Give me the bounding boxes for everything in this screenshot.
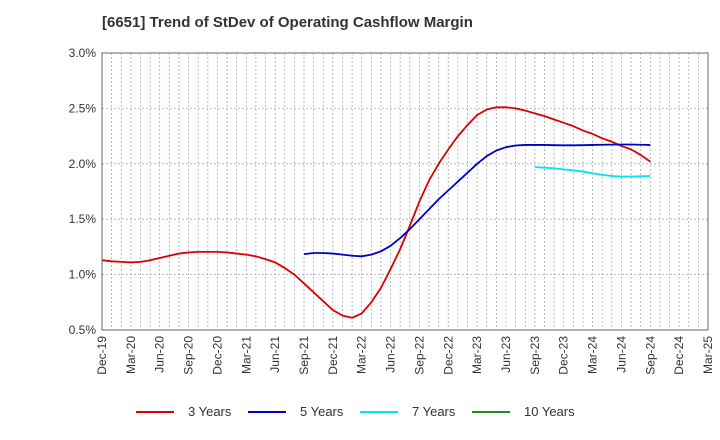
x-tick-label: Dec-20 bbox=[210, 336, 224, 375]
legend-label: 5 Years bbox=[300, 404, 344, 419]
series-line-5-years bbox=[303, 143, 651, 258]
x-tick-label: Sep-22 bbox=[412, 336, 426, 375]
legend: 3 Years 5 Years 7 Years 10 Years bbox=[0, 404, 720, 419]
x-tick-label: Jun-22 bbox=[384, 336, 398, 373]
y-tick-label: 0.5% bbox=[69, 323, 97, 337]
legend-item: 10 Years bbox=[472, 404, 584, 419]
y-tick-label: 2.5% bbox=[69, 101, 97, 115]
y-tick-label: 3.0% bbox=[69, 46, 97, 60]
x-tick-label: Mar-21 bbox=[239, 336, 253, 374]
grid bbox=[102, 53, 708, 330]
chart-title: [6651] Trend of StDev of Operating Cashf… bbox=[102, 14, 473, 31]
x-tick-label: Sep-24 bbox=[643, 336, 657, 375]
x-tick-label: Sep-20 bbox=[182, 336, 196, 375]
series-line-3-years bbox=[101, 106, 651, 319]
x-tick-label: Sep-23 bbox=[528, 336, 542, 375]
y-tick-label: 1.0% bbox=[69, 268, 97, 282]
x-tick-label: Dec-22 bbox=[441, 336, 455, 375]
plot-frame bbox=[101, 52, 709, 331]
x-tick-label: Dec-23 bbox=[557, 336, 571, 375]
legend-swatch bbox=[248, 410, 286, 413]
x-tick-label: Jun-23 bbox=[499, 336, 513, 373]
legend-swatch bbox=[136, 410, 174, 413]
x-tick-label: Dec-19 bbox=[95, 336, 109, 375]
y-tick-label: 2.0% bbox=[69, 157, 97, 171]
legend-item: 7 Years bbox=[360, 404, 472, 419]
x-tick-label: Jun-20 bbox=[153, 336, 167, 373]
y-axis-ticks: 0.5% 1.0% 1.5% 2.0% 2.5% 3.0% bbox=[69, 46, 97, 337]
x-tick-label: Mar-22 bbox=[355, 336, 369, 374]
x-tick-label: Jun-24 bbox=[614, 336, 628, 373]
series-line-7-years bbox=[534, 166, 651, 178]
x-axis-ticks: Dec-19 Mar-20 Jun-20 Sep-20 Dec-20 Mar-21 Jun-… bbox=[95, 336, 715, 375]
x-tick-label: Dec-24 bbox=[672, 336, 686, 375]
x-tick-label: Mar-23 bbox=[470, 336, 484, 374]
series-lines bbox=[101, 106, 651, 319]
legend-swatch bbox=[472, 410, 510, 413]
x-tick-label: Sep-21 bbox=[297, 336, 311, 375]
x-tick-label: Dec-21 bbox=[326, 336, 340, 375]
x-tick-label: Jun-21 bbox=[268, 336, 282, 373]
legend-label: 7 Years bbox=[412, 404, 456, 419]
x-tick-label: Mar-24 bbox=[586, 336, 600, 374]
chart-plot: 0.5% 1.0% 1.5% 2.0% 2.5% 3.0% Dec-19 Mar-20 Jun… bbox=[69, 46, 715, 375]
legend-item: 3 Years bbox=[136, 404, 248, 419]
legend-item: 5 Years bbox=[248, 404, 360, 419]
x-tick-label: Mar-20 bbox=[124, 336, 138, 374]
x-tick-label: Mar-25 bbox=[701, 336, 715, 374]
y-tick-label: 1.5% bbox=[69, 212, 97, 226]
legend-label: 10 Years bbox=[524, 404, 575, 419]
legend-swatch bbox=[360, 410, 398, 413]
legend-label: 3 Years bbox=[188, 404, 232, 419]
